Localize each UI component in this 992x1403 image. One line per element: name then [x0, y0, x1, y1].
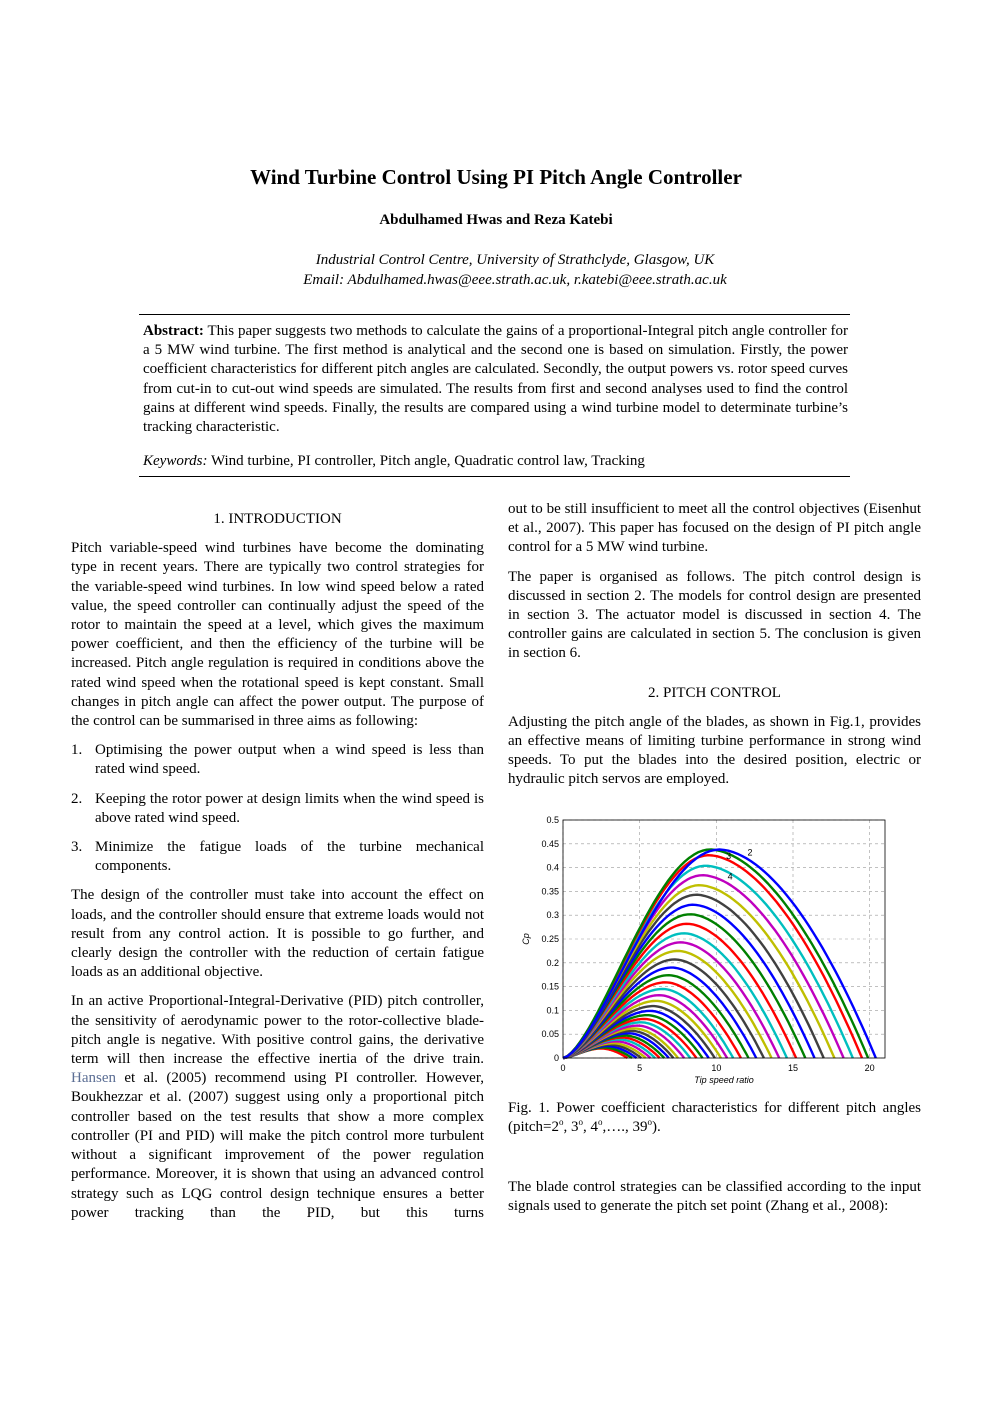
- y-tick-label: 0.1: [546, 1005, 559, 1015]
- pitch-control-paragraph-1: Adjusting the pitch angle of the blades,…: [508, 713, 921, 788]
- curve-annotation: 4: [728, 872, 733, 882]
- y-tick-label: 0.05: [541, 1029, 559, 1039]
- section-1-heading: 1. INTRODUCTION: [213, 511, 342, 527]
- list-item: 3. Minimize the fatigue loads of the turb…: [71, 838, 484, 876]
- pitch-control-paragraph-2-text: The blade control strategies can be clas…: [508, 1179, 921, 1215]
- email: Email: Abdulhamed.hwas@eee.strath.ac.uk,…: [303, 272, 727, 288]
- curve-annotation: 3: [726, 851, 731, 861]
- list-item-text: Optimising the power output when a wind …: [95, 742, 484, 778]
- cp-curve-pitch-2: [562, 848, 877, 1060]
- list-item-number: 3.: [71, 839, 83, 856]
- abstract-bottom-rule: [139, 476, 850, 477]
- intro-paragraph-3-continued: out to be still insufficient to meet all…: [508, 501, 921, 556]
- section-2-heading: 2. PITCH CONTROL: [648, 684, 781, 701]
- caption-part: ).: [651, 1119, 661, 1136]
- x-tick-label: 0: [560, 1063, 565, 1073]
- y-tick-label: 0.15: [541, 982, 559, 992]
- figure-1-chart: 0 5 10 15 20 0 0.05 0.1 0.15 0.2 0.25 0.3 0.35 0.4 0.4…: [515, 808, 895, 1093]
- left-column: 1. INTRODUCTION Pitch variable-speed win…: [71, 510, 484, 1233]
- degree-mark: o: [558, 1117, 564, 1128]
- abstract-label: Abstract:: [143, 323, 204, 339]
- curve-layer: [562, 848, 877, 1060]
- cp-chart-svg: 0 5 10 15 20 0 0.05 0.1 0.15 0.2 0.25 0.3 0.35 0.4 0.4…: [521, 815, 886, 1085]
- x-axis-label: Tip speed ratio: [694, 1075, 753, 1085]
- y-tick-label: 0.4: [546, 863, 559, 873]
- abstract-text: This paper suggests two methods to calcu…: [143, 323, 848, 436]
- abstract-top-rule: [139, 314, 850, 315]
- degree-mark: o: [578, 1117, 583, 1128]
- x-tick-label: 10: [711, 1063, 721, 1073]
- intro-paragraph-3-b: et al. (2005) recommend using PI control…: [71, 1070, 484, 1221]
- y-tick-label: 0.3: [546, 910, 559, 920]
- paper-title: Wind Turbine Control Using PI Pitch Angl…: [250, 165, 742, 189]
- list-item-number: 2.: [71, 790, 83, 807]
- x-tick-label: 5: [637, 1063, 642, 1073]
- affiliation-block: Industrial Control Centre, University of…: [0, 250, 992, 290]
- y-tick-label: 0.2: [546, 958, 559, 968]
- citation-link[interactable]: Hansen: [71, 1070, 116, 1087]
- right-column: out to be still insufficient to meet all…: [508, 500, 921, 800]
- plot-frame: [562, 819, 886, 1059]
- y-tick-label: 0.5: [546, 815, 559, 825]
- x-tick-label: 15: [788, 1063, 798, 1073]
- intro-paragraph-3: In an active Proportional-Integral-Deriv…: [71, 992, 484, 1222]
- degree-mark: o: [597, 1117, 603, 1128]
- y-tick-label: 0.25: [541, 934, 559, 944]
- annotation-layer: 2 3 4: [726, 848, 752, 882]
- list-item-number: 1.: [71, 742, 83, 759]
- y-tick-label: 0.35: [541, 886, 559, 896]
- keywords-label: Keywords:: [143, 453, 208, 469]
- x-tick-label: 20: [865, 1063, 875, 1073]
- intro-paragraph-4: The paper is organised as follows. The p…: [508, 568, 921, 662]
- figure-1-caption: Fig. 1. Power coefficient characteristic…: [508, 1099, 921, 1137]
- caption-part: Fig. 1. Power coefficient characteristic…: [508, 1100, 921, 1136]
- keywords-text: Wind turbine, PI controller, Pitch angle…: [210, 453, 645, 469]
- tick-layer: 0 5 10 15 20 0 0.05 0.1 0.15 0.2 0.25 0.3 0.35 0.4 0.4…: [541, 815, 874, 1073]
- intro-paragraph-1: Pitch variable-speed wind turbines have …: [71, 540, 484, 730]
- y-tick-label: 0: [554, 1053, 559, 1063]
- caption-part: , 4: [582, 1119, 598, 1136]
- intro-paragraph-2: The design of the controller must take i…: [71, 887, 484, 981]
- caption-part: ,…., 39: [602, 1119, 648, 1136]
- intro-paragraph-3-a: In an active Proportional-Integral-Deriv…: [71, 993, 484, 1068]
- list-item-text: Keeping the rotor power at design limits…: [95, 790, 484, 826]
- keywords: Keywords: Wind turbine, PI controller, P…: [143, 452, 848, 471]
- list-item: 1. Optimising the power output when a win…: [71, 741, 484, 779]
- list-item-text: Minimize the fatigue loads of the turbin…: [95, 839, 484, 875]
- caption-part: , 3: [563, 1119, 579, 1136]
- curve-annotation: 2: [748, 848, 753, 858]
- y-tick-label: 0.45: [541, 839, 559, 849]
- abstract: Abstract: This paper suggests two method…: [143, 322, 848, 437]
- degree-mark: o: [647, 1117, 652, 1128]
- y-axis-label: Cp: [521, 933, 531, 945]
- pitch-control-paragraph-2: The blade control strategies can be clas…: [508, 1178, 921, 1226]
- list-item: 2. Keeping the rotor power at design limi…: [71, 790, 484, 828]
- paper-authors: Abdulhamed Hwas and Reza Katebi: [379, 212, 613, 228]
- affiliation: Industrial Control Centre, University of…: [315, 252, 715, 268]
